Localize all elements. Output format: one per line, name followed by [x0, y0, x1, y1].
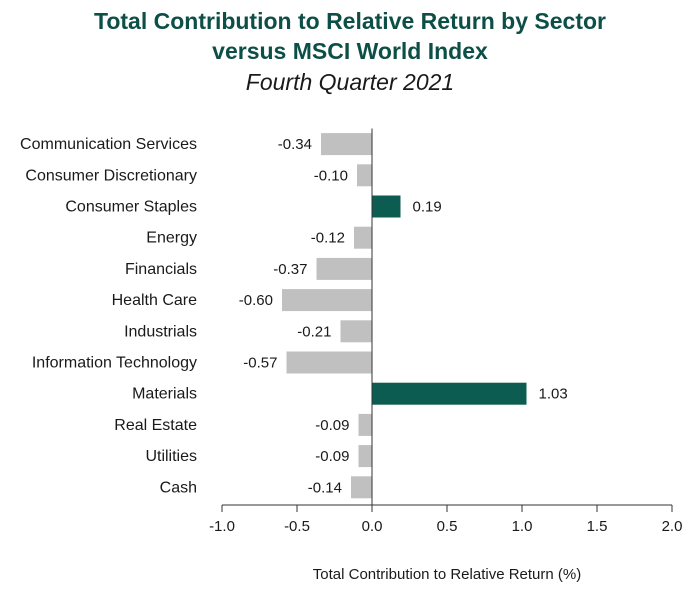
data-label: -0.37 [273, 261, 307, 278]
bar [357, 164, 372, 187]
bar [282, 289, 372, 312]
category-label: Energy [146, 230, 197, 247]
bar [340, 320, 372, 343]
x-tick-label: 0.5 [437, 518, 458, 535]
bar [372, 195, 401, 218]
category-label: Materials [132, 386, 197, 403]
x-tick-label: 0.0 [362, 518, 383, 535]
data-label: -0.57 [243, 355, 277, 372]
x-tick-label: -1.0 [209, 518, 235, 535]
data-label: -0.12 [311, 230, 345, 247]
data-label: -0.09 [315, 448, 349, 465]
category-label: Utilities [145, 448, 197, 465]
category-label: Real Estate [114, 417, 197, 434]
category-label: Consumer Discretionary [25, 167, 197, 184]
bar [358, 445, 372, 468]
category-label: Cash [160, 479, 197, 496]
chart-title-line2: versus MSCI World Index [212, 38, 488, 64]
chart-title: Total Contribution to Relative Return by… [94, 8, 606, 34]
x-tick-label: 1.0 [512, 518, 533, 535]
data-label: -0.34 [278, 136, 312, 153]
bar [351, 476, 372, 499]
bar [372, 382, 527, 405]
x-axis-label: Total Contribution to Relative Return (%… [313, 566, 581, 583]
category-label: Financials [125, 261, 197, 278]
data-label: 0.19 [413, 199, 442, 216]
category-label: Industrials [124, 323, 197, 340]
bar [354, 226, 372, 249]
x-tick-label: 1.5 [587, 518, 608, 535]
category-label: Communication Services [20, 136, 197, 153]
data-label: -0.60 [239, 292, 273, 309]
data-label: -0.21 [297, 323, 331, 340]
category-label: Health Care [112, 292, 197, 309]
data-label: 1.03 [539, 386, 568, 403]
data-label: -0.10 [314, 167, 348, 184]
data-label: -0.09 [315, 417, 349, 434]
category-label: Consumer Staples [65, 199, 197, 216]
bar [316, 257, 372, 280]
bar [286, 351, 372, 374]
title-block: Total Contribution to Relative Return by… [0, 6, 700, 98]
bar [358, 413, 372, 436]
x-tick-label: -0.5 [284, 518, 310, 535]
data-label: -0.14 [308, 479, 342, 496]
chart-subtitle: Fourth Quarter 2021 [245, 69, 455, 95]
bar [321, 133, 372, 156]
x-tick-label: 2.0 [662, 518, 683, 535]
category-label: Information Technology [32, 355, 197, 372]
